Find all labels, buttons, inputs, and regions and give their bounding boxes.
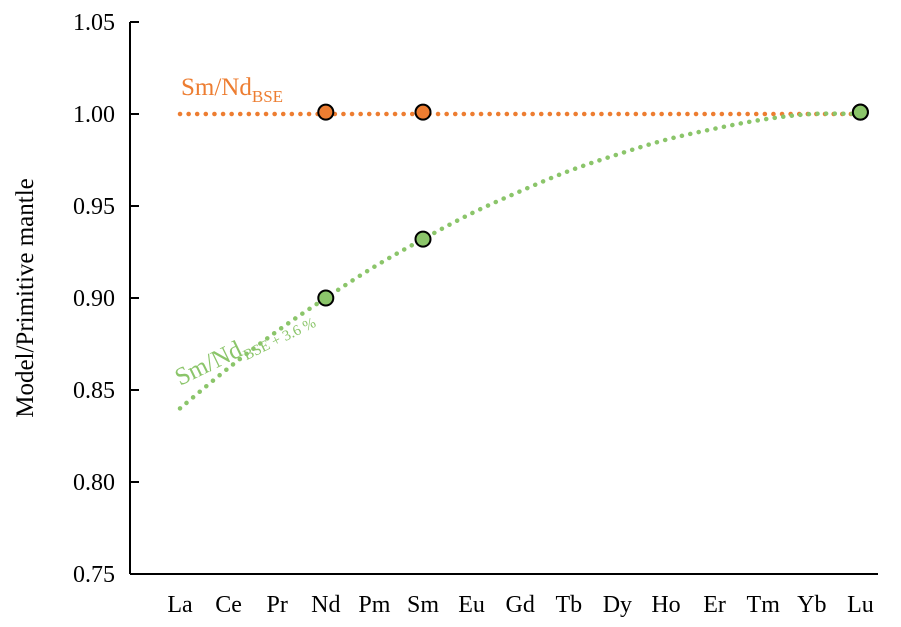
y-tick-label: 0.75 — [73, 562, 115, 588]
y-tick-label: 1.05 — [73, 10, 115, 36]
y-axis-title: Model/Primitive mantle — [12, 178, 39, 418]
y-tick-label: 0.90 — [73, 286, 115, 312]
y-tick-label: 0.95 — [73, 194, 115, 220]
x-tick-label: Lu — [847, 592, 874, 618]
annotation-orange-main: Sm/Nd — [181, 74, 252, 101]
x-tick-label: Gd — [506, 592, 535, 618]
x-tick-label: Ce — [215, 592, 242, 618]
x-tick-label: Dy — [603, 592, 632, 618]
data-point-series-1 — [414, 103, 432, 121]
x-ticks: La Ce Pr Nd Pm Sm Eu Gd Tb Dy Ho Er Tm Yb Lu — [167, 592, 873, 618]
x-tick-label: Er — [703, 592, 726, 618]
y-tick-label: 1.00 — [73, 102, 115, 128]
series-line-2 — [177, 111, 863, 411]
annotation-orange-sub: BSE — [252, 87, 283, 106]
x-tick-label: Pr — [267, 592, 288, 618]
series-layer — [177, 103, 869, 411]
y-tick-label: 0.80 — [73, 470, 115, 496]
annotation-green-sub: BSE + 3.6 % — [241, 315, 319, 364]
annotation-green: Sm/NdBSE + 3.6 % — [171, 302, 319, 395]
x-tick-label: Eu — [458, 592, 485, 618]
y-ticks: 0.75 0.80 0.85 0.90 0.95 1.00 1.05 — [73, 10, 139, 588]
x-tick-label: Tb — [555, 592, 582, 618]
x-tick-label: La — [167, 592, 193, 618]
annotation-green-main: Sm/Nd — [171, 336, 247, 392]
data-point-series-2 — [317, 289, 335, 307]
annotation-orange: Sm/NdBSE — [181, 74, 283, 106]
x-tick-label: Ho — [651, 592, 680, 618]
y-tick-label: 0.85 — [73, 378, 115, 404]
x-tick-label: Sm — [407, 592, 439, 618]
x-tick-label: Tm — [747, 592, 781, 618]
x-tick-label: Pm — [358, 592, 390, 618]
x-tick-label: Yb — [797, 592, 826, 618]
data-point-series-1 — [317, 103, 335, 121]
data-point-series-2 — [851, 103, 869, 121]
x-tick-label: Nd — [311, 592, 340, 618]
data-point-series-2 — [414, 230, 432, 248]
